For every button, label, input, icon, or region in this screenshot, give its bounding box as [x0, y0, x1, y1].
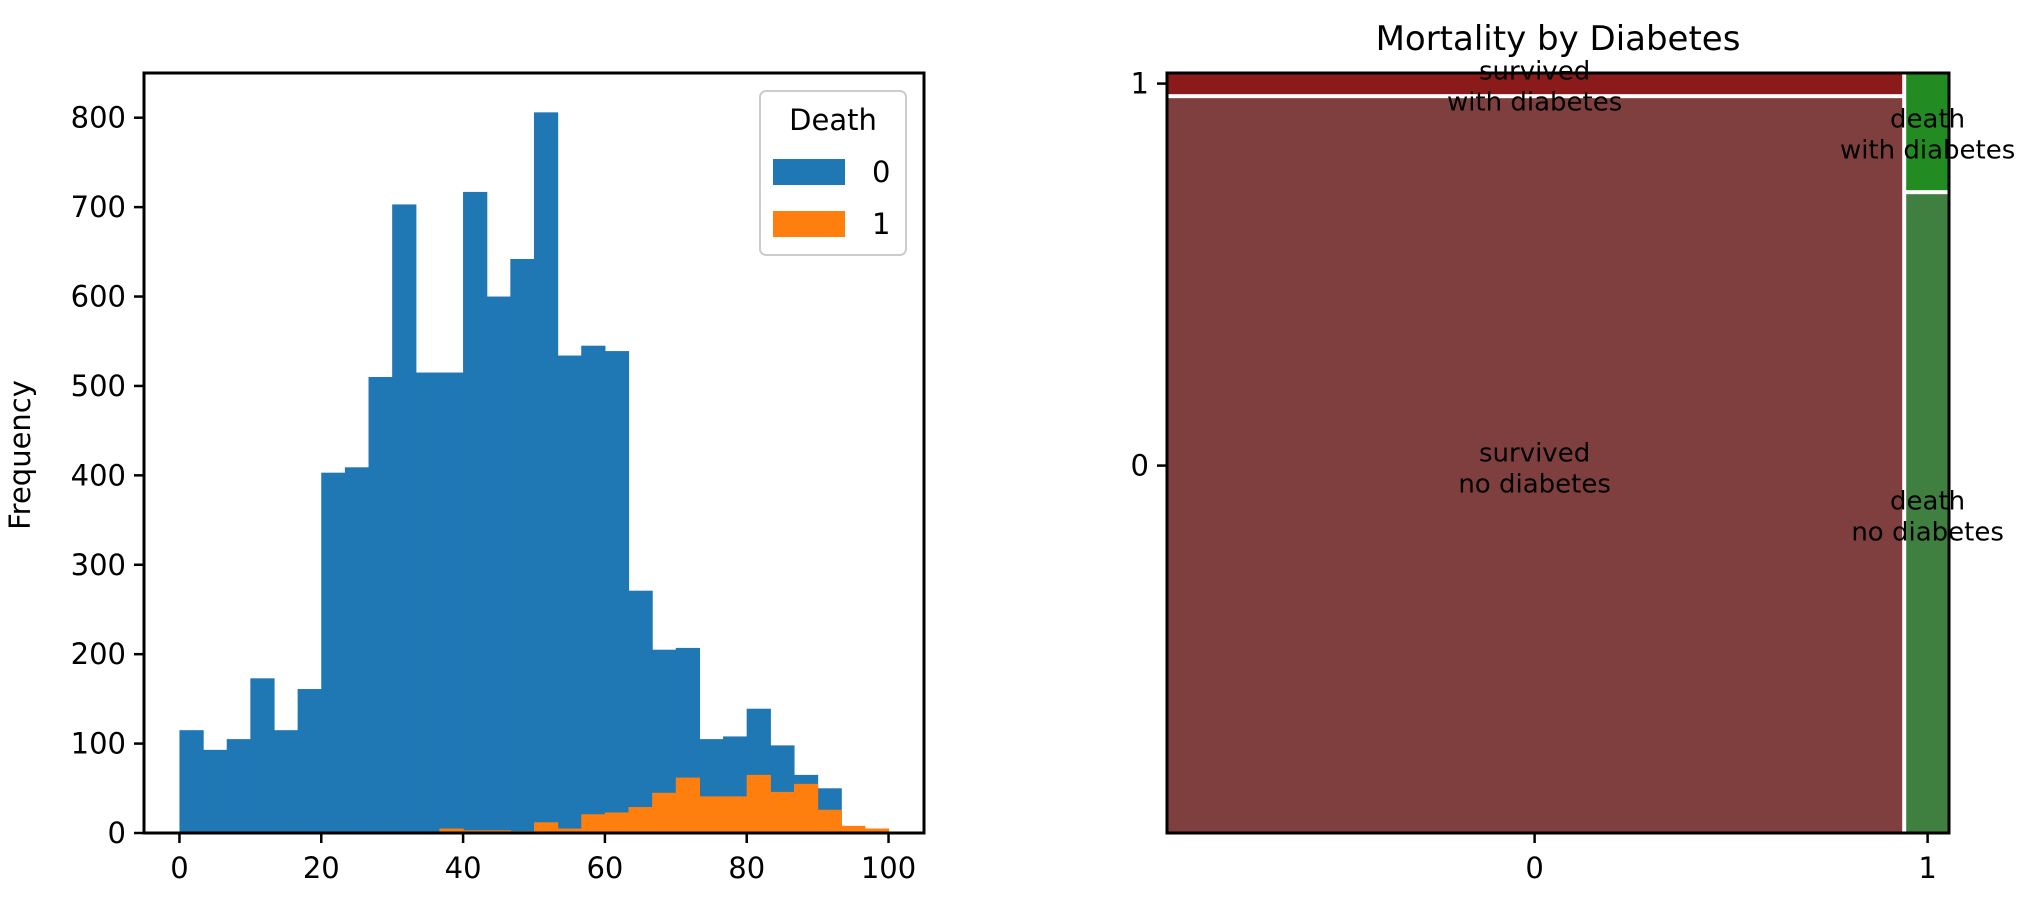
- histogram-chart: Frequency 0 20 40 60 80 100 0 100 200 300 400 500 6…: [3, 71, 926, 885]
- hist-bar-s0-bin5: [297, 689, 322, 833]
- mosaic-cell-label: survived no diabetes: [1458, 439, 1611, 500]
- hist-bar-s1-bin25: [770, 791, 795, 833]
- hist-bar-s1-bin16: [557, 828, 582, 833]
- x-tick-label: 100: [861, 851, 916, 885]
- x-tick-label: 0: [170, 851, 188, 885]
- hist-bar-s1-bin17: [581, 814, 606, 833]
- legend-swatch-0: [773, 159, 845, 185]
- histogram-y-ticks: 0 100 200 300 400 500 600 700 800: [71, 101, 144, 850]
- hist-bar-s0-bin7: [344, 467, 370, 833]
- hist-bar-s0-bin14: [510, 258, 535, 834]
- hist-bar-s0-bin0: [179, 730, 204, 833]
- hist-bar-s1-bin20: [652, 792, 677, 833]
- hist-bar-s0-bin1: [203, 749, 228, 833]
- hist-bar-s0-bin8: [368, 377, 393, 833]
- mosaic-cell-survived-no-diabetes: [1167, 98, 1903, 834]
- hist-bar-s0-bin11: [439, 372, 464, 833]
- histogram-x-ticks: 0 20 40 60 80 100: [170, 833, 916, 885]
- legend-label-1: 1: [872, 207, 890, 241]
- y-tick-label: 100: [71, 727, 126, 761]
- y-tick-label: 400: [71, 458, 126, 492]
- legend-swatch-1: [773, 211, 845, 237]
- hist-bar-s1-bin27: [817, 809, 842, 833]
- series-0-bars: [179, 112, 842, 834]
- mosaic-ticks: 0 1 0 1: [1131, 67, 1937, 885]
- y-tick-label: 300: [71, 548, 126, 582]
- hist-bar-s0-bin17: [581, 345, 606, 833]
- hist-bar-s0-bin19: [628, 590, 653, 833]
- y-tick-label: 700: [71, 190, 126, 224]
- mosaic-cell-death-with-diabetes: [1906, 73, 1949, 191]
- x-tick-label: 40: [445, 851, 482, 885]
- x-tick-label: 60: [586, 851, 623, 885]
- hist-bar-s0-bin10: [415, 372, 441, 833]
- mosaic-cell-survived-with-diabetes: [1167, 73, 1903, 95]
- mosaic-x-tick-label: 0: [1525, 851, 1543, 885]
- legend-label-0: 0: [872, 155, 890, 189]
- mosaic-chart: Mortality by Diabetes survived no diabete…: [1131, 19, 2016, 885]
- x-tick-label: 80: [728, 851, 765, 885]
- hist-bar-s1-bin28: [841, 825, 866, 833]
- hist-bar-s1-bin19: [628, 807, 653, 833]
- y-tick-label: 200: [71, 637, 126, 671]
- hist-bar-s1-bin26: [793, 783, 819, 833]
- mosaic-cell-label: death no diabetes: [1851, 487, 2004, 548]
- legend-title: Death: [789, 103, 877, 137]
- y-tick-label: 0: [108, 816, 126, 850]
- mosaic-x-tick-label: 1: [1918, 851, 1936, 885]
- hist-bar-s0-bin9: [392, 204, 417, 833]
- mosaic-cell-label: survived with diabetes: [1447, 57, 1622, 118]
- mosaic-plot-frame: [1165, 71, 1951, 835]
- y-tick-label: 800: [71, 101, 126, 135]
- mosaic-labels: survived no diabetes survived with diabetes…: [1447, 57, 2015, 548]
- hist-bar-s1-bin24: [746, 774, 771, 833]
- y-tick-label: 600: [71, 280, 126, 314]
- hist-bar-s1-bin21: [675, 777, 701, 833]
- hist-bar-s1-bin18: [604, 812, 630, 833]
- hist-bar-s1-bin11: [439, 828, 464, 833]
- hist-bar-s0-bin16: [557, 355, 582, 833]
- hist-bar-s1-bin15: [533, 822, 559, 833]
- hist-bar-s0-bin4: [273, 730, 299, 833]
- mosaic-title: Mortality by Diabetes: [1376, 19, 1741, 59]
- hist-bar-s0-bin12: [463, 191, 488, 833]
- mosaic-y-tick-label: 0: [1131, 449, 1149, 483]
- mosaic-y-tick-label: 1: [1131, 67, 1149, 101]
- hist-bar-s0-bin13: [486, 296, 511, 833]
- hist-bar-s1-bin23: [723, 796, 748, 833]
- hist-bar-s0-bin15: [533, 112, 559, 833]
- hist-bar-s0-bin18: [604, 351, 630, 833]
- hist-bar-s1-bin22: [699, 796, 724, 833]
- y-tick-label: 500: [71, 369, 126, 403]
- histogram-legend: Death 0 1: [759, 90, 907, 256]
- hist-bar-s0-bin2: [226, 739, 251, 833]
- mosaic-cells: [1167, 73, 1949, 834]
- hist-bar-s0-bin6: [321, 472, 346, 833]
- hist-bar-s0-bin3: [250, 678, 275, 833]
- x-tick-label: 20: [303, 851, 340, 885]
- mosaic-cell-label: death with diabetes: [1840, 105, 2015, 166]
- mosaic-cell-death-no-diabetes: [1906, 194, 1949, 833]
- hist-bar-s1-bin29: [864, 828, 890, 833]
- histogram-plot-frame: [142, 71, 926, 835]
- histogram-y-axis-label: Frequency: [3, 380, 37, 530]
